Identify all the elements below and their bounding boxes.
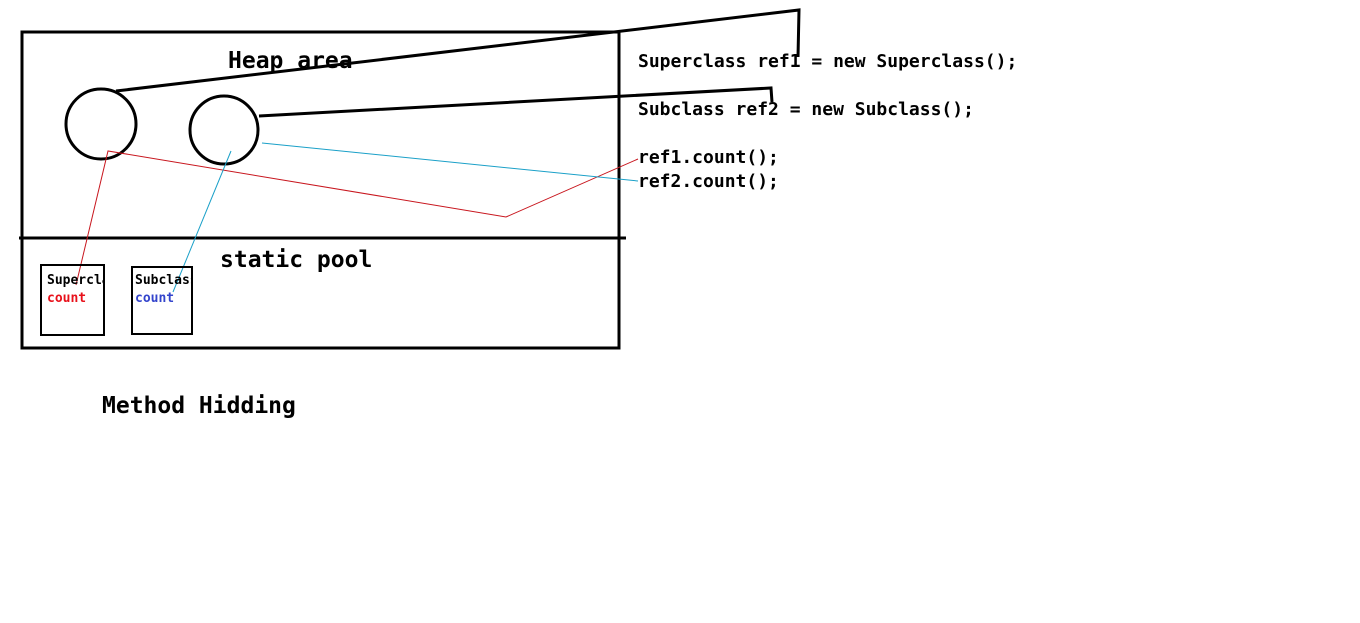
heap-area-title: Heap area bbox=[228, 48, 353, 74]
superclass-static-label: Superclas bbox=[47, 273, 103, 288]
subclass-object-circle bbox=[188, 94, 260, 166]
subclass-count-field: count bbox=[135, 291, 175, 306]
ref1-reference-line bbox=[115, 8, 801, 93]
superclass-static-box: Superclas count bbox=[40, 264, 105, 336]
ref1-count-link bbox=[75, 150, 639, 286]
subclass-static-box: Subclass count bbox=[131, 266, 193, 335]
code-line-ref2-count: ref2.count(); bbox=[638, 171, 779, 192]
diagram-caption: Method Hidding bbox=[102, 393, 296, 419]
ref2-reference-line bbox=[258, 86, 774, 118]
code-line-superclass-ref1: Superclass ref1 = new Superclass(); bbox=[638, 51, 1018, 72]
static-pool-title: static pool bbox=[220, 247, 373, 273]
superclass-count-field: count bbox=[47, 291, 87, 306]
memory-frame bbox=[20, 30, 621, 350]
subclass-count-link bbox=[172, 150, 232, 293]
code-line-ref1-count: ref1.count(); bbox=[638, 147, 779, 168]
superclass-object-circle bbox=[64, 87, 138, 161]
subclass-static-label: Subclass bbox=[135, 273, 193, 288]
ref2-count-link bbox=[261, 142, 639, 182]
code-line-subclass-ref2: Subclass ref2 = new Subclass(); bbox=[638, 99, 974, 120]
